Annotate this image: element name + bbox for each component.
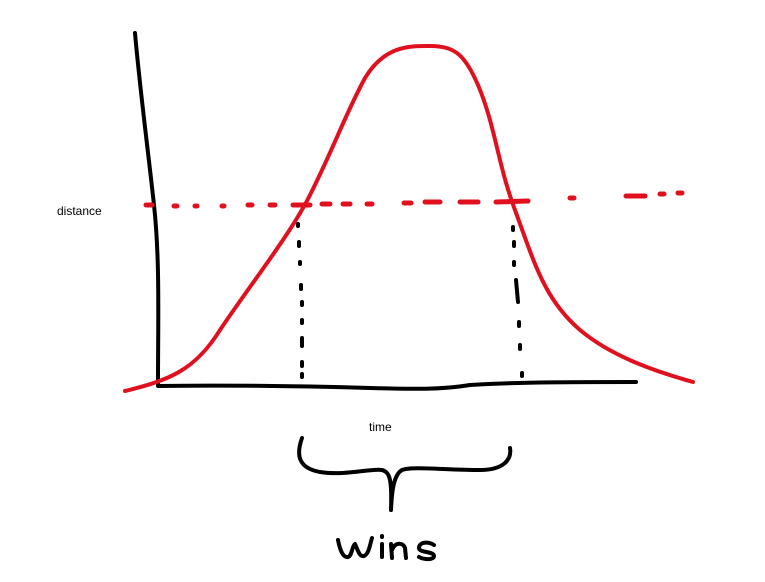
curly-brace — [297, 436, 513, 512]
bell-curve — [123, 43, 695, 393]
x-axis-label: time — [369, 420, 392, 434]
left-drop-line — [296, 222, 304, 379]
y-axis-label: distance — [57, 204, 102, 218]
right-drop-line — [511, 225, 524, 378]
wins-annotation — [336, 534, 436, 562]
threshold-line — [143, 190, 685, 209]
x-axis — [156, 380, 638, 391]
y-axis — [133, 31, 161, 387]
